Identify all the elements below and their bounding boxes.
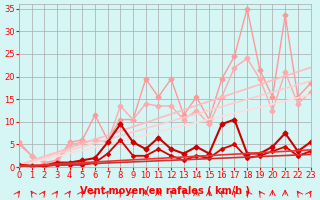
X-axis label: Vent moyen/en rafales ( km/h ): Vent moyen/en rafales ( km/h ) [80,186,250,196]
